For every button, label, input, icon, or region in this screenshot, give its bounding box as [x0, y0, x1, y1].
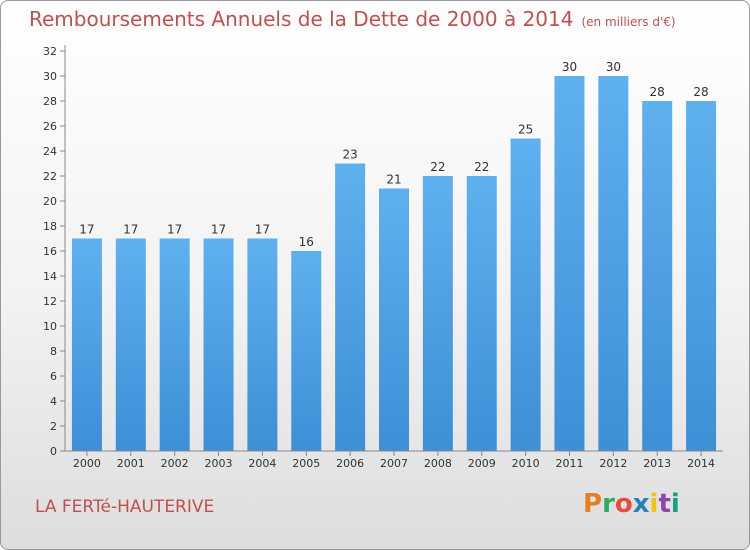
logo-letter: P	[583, 489, 603, 519]
chart-title-text: Remboursements Annuels de la Dette de 20…	[29, 7, 574, 31]
bar-value-label: 17	[255, 223, 270, 237]
bar-value-label: 28	[650, 85, 665, 99]
x-tick-label: 2009	[468, 457, 496, 470]
bar	[510, 138, 541, 451]
x-tick-label: 2003	[205, 457, 233, 470]
y-tick-label: 4	[50, 395, 57, 408]
x-tick-label: 2014	[687, 457, 715, 470]
chart-title: Remboursements Annuels de la Dette de 20…	[29, 7, 676, 31]
bar-value-label: 17	[123, 223, 138, 237]
x-tick-label: 2013	[643, 457, 671, 470]
bar-value-label: 23	[342, 148, 357, 162]
bar-value-label: 21	[386, 173, 401, 187]
bar	[642, 101, 673, 451]
x-tick-label: 2005	[292, 457, 320, 470]
bar	[598, 76, 629, 451]
y-tick-label: 6	[50, 370, 57, 383]
bar-value-label: 22	[474, 160, 489, 174]
logo-letter: r	[602, 489, 615, 519]
y-tick-label: 10	[43, 320, 57, 333]
logo-letter: t	[658, 489, 671, 519]
y-tick-label: 20	[43, 195, 57, 208]
x-tick-label: 2010	[512, 457, 540, 470]
commune-name: LA FERTé-HAUTERIVE	[35, 497, 215, 517]
logo-letter: o	[614, 489, 633, 519]
x-tick-label: 2011	[555, 457, 583, 470]
y-tick-label: 30	[43, 70, 57, 83]
bar	[247, 238, 278, 451]
bar-value-label: 30	[606, 60, 621, 74]
bar	[554, 76, 585, 451]
y-tick-label: 18	[43, 220, 57, 233]
proxiti-logo: Proxiti	[583, 489, 680, 519]
bar	[203, 238, 234, 451]
x-tick-label: 2012	[599, 457, 627, 470]
logo-letter: x	[632, 489, 650, 519]
bar	[159, 238, 190, 451]
y-tick-label: 8	[50, 345, 57, 358]
y-tick-label: 22	[43, 170, 57, 183]
y-tick-label: 28	[43, 95, 57, 108]
bar	[71, 238, 102, 451]
x-tick-label: 2008	[424, 457, 452, 470]
bar	[379, 188, 409, 451]
y-tick-label: 0	[50, 445, 57, 458]
y-tick-label: 16	[43, 245, 57, 258]
x-tick-label: 2007	[380, 457, 408, 470]
bar-value-label: 16	[299, 235, 314, 249]
bar-value-label: 30	[562, 60, 577, 74]
bar	[422, 176, 453, 451]
chart-subtitle: (en milliers d'€)	[581, 15, 676, 29]
y-tick-label: 2	[50, 420, 57, 433]
y-tick-label: 26	[43, 120, 57, 133]
x-tick-label: 2004	[248, 457, 276, 470]
y-tick-label: 24	[43, 145, 57, 158]
bar	[335, 163, 366, 451]
bar-value-label: 17	[167, 223, 182, 237]
x-tick-label: 2001	[117, 457, 145, 470]
x-tick-label: 2006	[336, 457, 364, 470]
y-tick-label: 32	[43, 45, 57, 58]
bar-value-label: 17	[211, 223, 226, 237]
bar	[291, 251, 322, 451]
bar-value-label: 17	[79, 223, 94, 237]
y-tick-label: 14	[43, 270, 57, 283]
x-tick-label: 2000	[73, 457, 101, 470]
bar	[466, 176, 497, 451]
bar	[115, 238, 146, 451]
bar-value-label: 28	[693, 85, 708, 99]
logo-letter: i	[649, 489, 659, 519]
logo-letter: i	[670, 489, 680, 519]
bar-value-label: 22	[430, 160, 445, 174]
x-tick-label: 2002	[161, 457, 189, 470]
bar-value-label: 25	[518, 123, 533, 137]
bar	[686, 101, 717, 451]
y-tick-label: 12	[43, 295, 57, 308]
